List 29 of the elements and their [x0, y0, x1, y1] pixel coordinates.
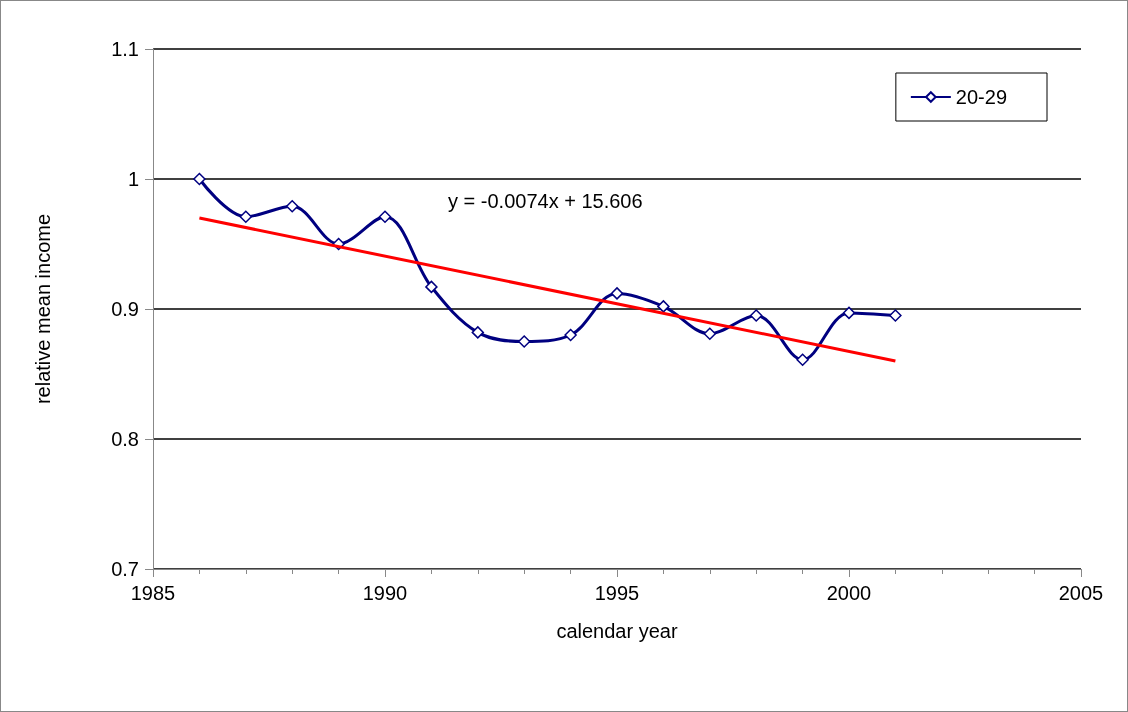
x-tick-label: 1995 — [594, 582, 640, 604]
annotation: y = -0.0074x + 15.606 — [448, 190, 643, 212]
y-tick-label: 0.8 — [111, 428, 139, 450]
x-tick-label: 2005 — [1058, 582, 1104, 604]
legend-label: 20-29 — [955, 86, 1007, 108]
y-tick-label: 0.7 — [111, 558, 139, 580]
point — [749, 309, 763, 322]
point — [239, 210, 253, 223]
point — [471, 326, 485, 339]
y-axis-title: relative mean income — [32, 213, 54, 405]
point — [657, 300, 670, 313]
point — [285, 200, 299, 213]
y-tick-label: 1 — [127, 168, 139, 190]
x-axis-title: calendar year — [556, 620, 678, 642]
point — [889, 309, 902, 322]
point — [842, 306, 856, 320]
y-tick-label: 0.9 — [111, 298, 139, 320]
point — [193, 172, 206, 186]
point — [378, 210, 392, 223]
point — [564, 328, 577, 342]
point — [610, 287, 624, 300]
x-tick-label: 1990 — [362, 582, 408, 604]
point — [703, 327, 717, 340]
y-tick-label: 1.1 — [111, 38, 139, 60]
point — [517, 335, 531, 348]
point — [796, 353, 809, 366]
x-tick-label: 2000 — [826, 582, 872, 604]
x-tick-label: 1985 — [130, 582, 176, 604]
point — [425, 280, 438, 294]
